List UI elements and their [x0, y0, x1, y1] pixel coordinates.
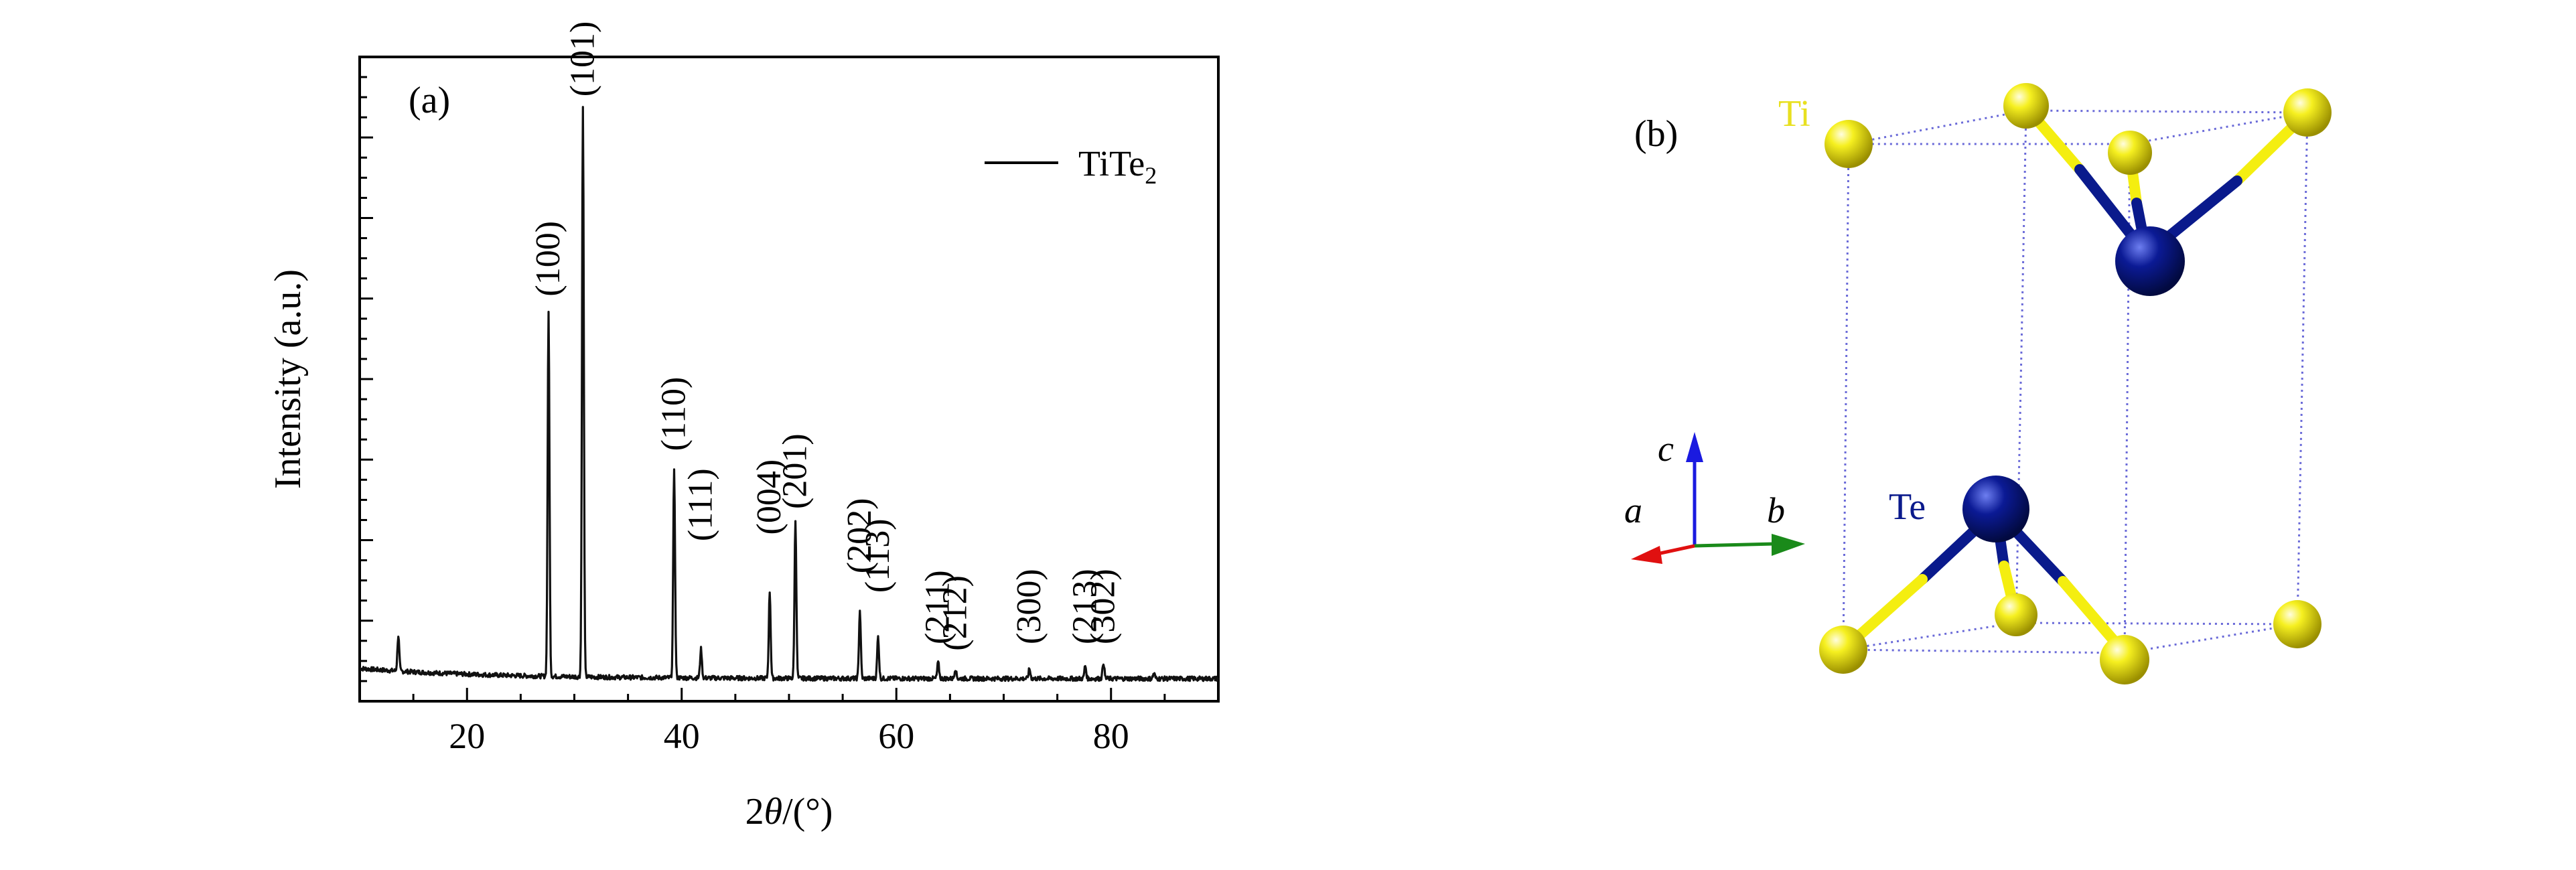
peak-label: (110) [655, 377, 693, 451]
x-tick-label: 40 [664, 716, 700, 756]
ti-atom [1995, 593, 2037, 636]
te-label: Te [1889, 486, 1926, 528]
peak-label: (302) [1084, 569, 1123, 644]
ti-atom [2100, 635, 2149, 684]
ti-atom [2273, 600, 2321, 648]
axis-a-line [1654, 544, 1695, 557]
ti-atoms [1819, 83, 2332, 684]
ti-atom [2108, 131, 2152, 175]
ti-atom [2283, 88, 2332, 137]
y-axis-label: Intensity (a.u.) [267, 269, 309, 489]
legend-label: TiTe2 [1078, 143, 1157, 189]
axis-a-label: a [1624, 490, 1642, 530]
te-atom [2115, 226, 2185, 296]
y-axis-ticks [360, 76, 373, 703]
legend-label-subscript: 2 [1145, 162, 1157, 189]
peak-label: (111) [682, 468, 720, 541]
crystal-structure-panel: (b) [1624, 83, 2332, 684]
x-axis-ticks: 20 40 60 80 [358, 688, 1220, 756]
peak-label: (100) [529, 221, 567, 297]
axis-a-arrowhead [1631, 546, 1662, 564]
peak-label: (113) [859, 518, 897, 593]
axis-b-label: b [1767, 490, 1785, 530]
ti-atom [2003, 83, 2049, 129]
xrd-chart-panel: 20 40 60 80 (100)(101)(110)(111) (004)(201)(… [267, 21, 1220, 832]
x-tick-label: 80 [1093, 716, 1129, 756]
legend-label-main: TiTe [1078, 143, 1145, 184]
panel-b-label: (b) [1634, 113, 1678, 155]
axis-b-line [1694, 542, 1776, 548]
ti-atom [1824, 120, 1873, 168]
axis-c-label: c [1658, 429, 1674, 469]
te-atom [1962, 476, 2029, 542]
peak-label: (213) [1066, 569, 1104, 644]
peak-label: (201) [776, 433, 814, 509]
peak-annotations: (100) (101) (110) (111) (004)(201) (202)(113)… [529, 21, 1123, 651]
peak-label: (212) [936, 575, 974, 651]
axis-triad: c b a [1624, 429, 1805, 564]
x-tick-label: 20 [449, 716, 485, 756]
unit-cell-edges [1842, 109, 2309, 654]
panel-a-label: (a) [409, 80, 450, 121]
te-atoms [1962, 226, 2185, 542]
peak-label: (211) [919, 570, 957, 644]
peak-label: (004) [750, 459, 788, 535]
peak-label: (202) [841, 498, 879, 574]
axis-c-arrowhead [1686, 432, 1703, 462]
x-axis-label-variable: θ [764, 791, 783, 832]
ti-atom [1819, 626, 1867, 674]
legend: TiTe2 [985, 143, 1157, 189]
xrd-series-line-tite2 [359, 106, 1220, 682]
axis-b-arrowhead [1772, 534, 1805, 556]
peak-label: (101) [563, 21, 601, 97]
x-axis-label-prefix: 2 [745, 791, 764, 832]
x-axis-label: 2θ/(°) [745, 791, 833, 832]
peak-label: (300) [1010, 569, 1048, 644]
x-axis-label-suffix: /(°) [782, 791, 833, 832]
x-tick-label: 60 [878, 716, 914, 756]
ti-label: Ti [1778, 93, 1810, 135]
